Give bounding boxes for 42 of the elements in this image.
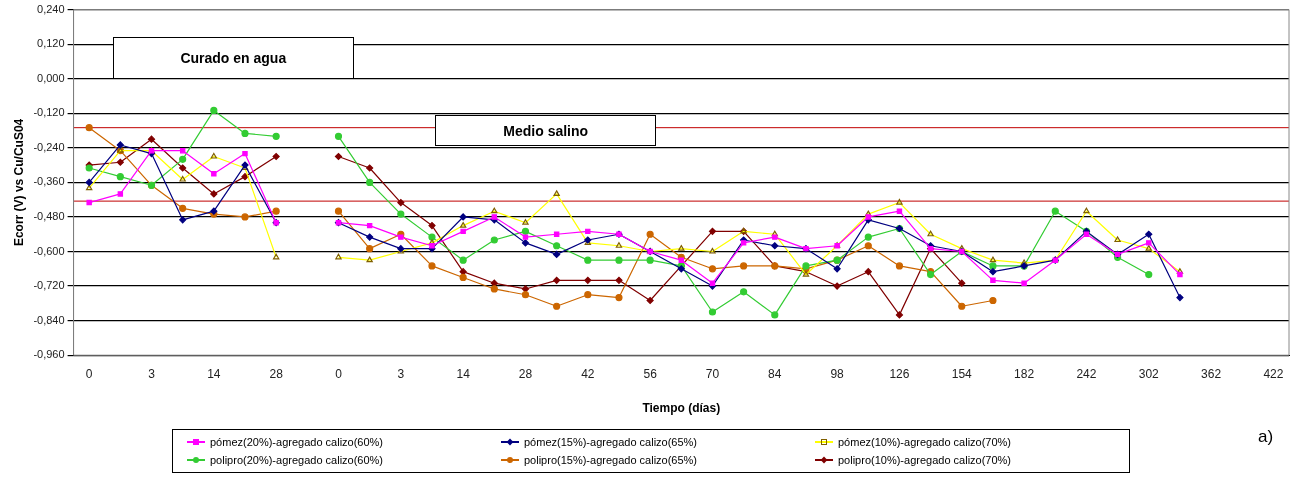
legend-label: polipro(10%)-agregado calizo(70%)	[838, 454, 1012, 466]
x-tick-label: 84	[768, 366, 782, 381]
x-tick-label: 0	[85, 366, 93, 381]
x-tick-label: 28	[518, 366, 533, 381]
y-tick-label: -0,600	[33, 244, 65, 257]
y-tick-label: -0,120	[33, 106, 65, 119]
legend-label: pómez(10%)-agregado calizo(70%)	[838, 436, 1012, 448]
x-tick-label: 70	[705, 366, 720, 381]
x-tick-label: 302	[1138, 366, 1160, 381]
x-tick-label: 422	[1263, 366, 1284, 381]
x-tick-label: 98	[830, 366, 845, 381]
x-tick-label: 3	[397, 366, 405, 381]
x-tick-label: 0	[335, 366, 343, 381]
y-tick-label: 0,120	[37, 37, 65, 50]
x-tick-label: 28	[269, 366, 284, 381]
x-tick-label: 14	[207, 366, 221, 381]
x-axis-title: Tiempo (días)	[642, 401, 721, 416]
y-tick-label: -0,480	[33, 209, 65, 222]
text-box: Curado en agua	[112, 36, 355, 79]
x-tick-label: 3	[148, 366, 156, 381]
legend-label: pómez(15%)-agregado calizo(65%)	[524, 436, 698, 448]
y-tick-label: 0,000	[37, 71, 65, 84]
y-tick-label: -0,720	[33, 279, 65, 292]
y-axis-title: Ecorr (V) vs Cu/CuS04	[11, 118, 26, 247]
x-tick-label: 362	[1201, 366, 1222, 381]
y-tick-label: -0,840	[33, 313, 65, 326]
x-tick-label: 154	[951, 366, 973, 381]
x-tick-label: 56	[643, 366, 658, 381]
legend-label: polipro(15%)-agregado calizo(65%)	[524, 454, 698, 466]
x-tick-label: 42	[581, 366, 595, 381]
y-tick-label: -0,960	[33, 348, 65, 361]
text: a)	[1258, 427, 1274, 447]
y-tick-label: -0,360	[33, 175, 65, 188]
x-tick-label: 242	[1076, 366, 1097, 381]
y-tick-label: -0,240	[33, 140, 65, 153]
x-tick-label: 126	[889, 366, 910, 381]
legend-label: pómez(20%)-agregado calizo(60%)	[210, 436, 384, 448]
x-tick-label: 14	[456, 366, 471, 381]
legend-label: polipro(20%)-agregado calizo(60%)	[210, 454, 384, 466]
text-box: Medio salino	[435, 114, 657, 147]
x-tick-label: 182	[1014, 366, 1035, 381]
y-tick-label: 0,240	[37, 2, 65, 15]
